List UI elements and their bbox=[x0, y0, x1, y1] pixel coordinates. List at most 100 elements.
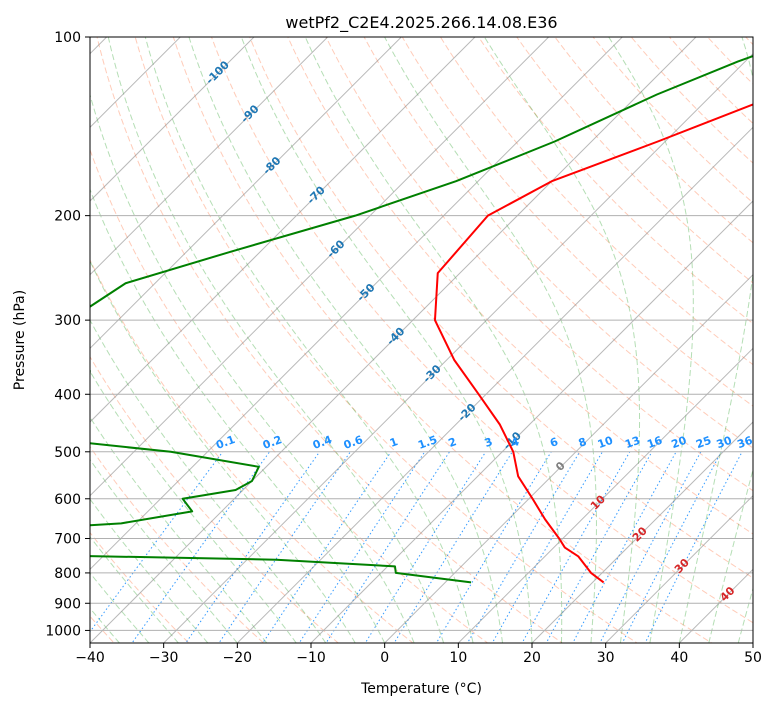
isotherm-line bbox=[310, 200, 753, 643]
line-labels: -100-90-80-70-60-50-40-30-20-10010203040… bbox=[203, 58, 754, 604]
isotherm-line bbox=[383, 273, 753, 643]
dry-adiabat-line bbox=[134, 37, 638, 643]
mixing-ratio-line bbox=[644, 451, 743, 643]
mixing-ratio-line bbox=[298, 451, 426, 643]
dry-adiabat-line bbox=[401, 37, 753, 407]
y-tick-label: 300 bbox=[54, 313, 81, 329]
mixing-ratio-label: 6 bbox=[548, 435, 560, 450]
y-axis-label: Pressure (hPa) bbox=[12, 290, 28, 390]
x-tick-label: 40 bbox=[670, 650, 688, 666]
x-tick-label: 30 bbox=[597, 650, 615, 666]
moist-adiabat-line bbox=[304, 37, 563, 643]
x-tick-label: 20 bbox=[523, 650, 541, 666]
mixing-ratio-line bbox=[325, 451, 450, 643]
dry-adiabat-line bbox=[477, 37, 753, 325]
moist-adiabat-line bbox=[90, 458, 238, 643]
y-tick-label: 500 bbox=[54, 445, 81, 461]
dry-adiabat-line bbox=[249, 37, 753, 579]
moist-adiabat-line bbox=[678, 37, 753, 643]
y-tick-label: 700 bbox=[54, 532, 81, 548]
isotherm-label: -20 bbox=[455, 401, 478, 424]
profile-lines bbox=[90, 55, 753, 584]
moist-adiabat-line bbox=[107, 37, 445, 643]
mixing-ratio-label: 3 bbox=[483, 435, 495, 450]
mixing-ratio-line bbox=[491, 451, 603, 643]
moist-adiabat-line bbox=[90, 572, 150, 643]
moist-adiabat-line bbox=[144, 37, 474, 643]
y-tick-label: 800 bbox=[54, 566, 81, 582]
chart-title: wetPf2_C2E4.2025.266.14.08.E36 bbox=[285, 13, 557, 33]
isotherm-line bbox=[752, 642, 753, 643]
moist-adiabat-line bbox=[90, 498, 209, 643]
mixing-ratio-label: 0.2 bbox=[261, 433, 284, 452]
background-lines bbox=[90, 24, 775, 655]
y-tick-label: 400 bbox=[54, 387, 81, 403]
isotherm-line bbox=[90, 37, 255, 202]
y-tick-label: 900 bbox=[54, 596, 81, 612]
mixing-ratio-label: 25 bbox=[694, 434, 713, 451]
dry-adiabat-line bbox=[210, 37, 753, 624]
isotherm-line bbox=[162, 52, 753, 643]
mixing-ratio-label: 30 bbox=[715, 434, 734, 452]
dry-adiabat-line bbox=[771, 24, 775, 655]
mixing-ratio-label: 4 bbox=[509, 435, 521, 450]
moist-adiabat-line bbox=[90, 370, 297, 643]
isotherm-line bbox=[90, 37, 476, 423]
mixing-ratio-line bbox=[545, 451, 653, 643]
dry-adiabat-line bbox=[554, 37, 753, 244]
dry-adiabat-line bbox=[90, 445, 265, 643]
mixing-ratio-label: 20 bbox=[670, 434, 689, 452]
axes: −40 −30 −20 −10 0 10 20 30 40 5010020030040050060… bbox=[45, 30, 762, 666]
y-tick-label: 1000 bbox=[45, 623, 81, 639]
dry-adiabat-line bbox=[90, 258, 414, 643]
mixing-ratio-label: 36 bbox=[735, 434, 754, 452]
dry-adiabat-line bbox=[96, 37, 564, 643]
mixing-ratio-label: 1 bbox=[388, 435, 400, 450]
temperature-line bbox=[433, 103, 753, 584]
moist-adiabat-line bbox=[608, 37, 694, 643]
x-tick-label: 50 bbox=[744, 650, 762, 666]
moist-adiabat-line bbox=[90, 259, 356, 643]
isotherm-line bbox=[531, 421, 753, 643]
moist-adiabat-line bbox=[384, 37, 597, 643]
mixing-ratio-label: 13 bbox=[623, 434, 642, 451]
isotherm-label: -40 bbox=[384, 325, 407, 348]
mixing-ratio-line bbox=[435, 451, 552, 643]
x-tick-label: −20 bbox=[223, 650, 253, 666]
mixing-ratio-label: 8 bbox=[577, 435, 589, 450]
x-axis-label: Temperature (°C) bbox=[360, 681, 482, 697]
x-tick-label: −10 bbox=[296, 650, 326, 666]
mixing-ratio-label: 2 bbox=[447, 435, 459, 450]
mixing-ratio-label: 0.1 bbox=[214, 433, 237, 452]
moist-adiabat-line bbox=[737, 586, 753, 643]
y-tick-label: 200 bbox=[54, 209, 81, 225]
dry-adiabat-line bbox=[439, 37, 753, 366]
x-tick-label: 10 bbox=[449, 650, 467, 666]
mixing-ratio-line bbox=[262, 451, 392, 643]
dry-adiabat-line bbox=[287, 37, 753, 535]
y-tick-label: 600 bbox=[54, 492, 81, 508]
y-tick-label: 100 bbox=[54, 30, 81, 46]
mixing-ratio-label: 0.6 bbox=[342, 433, 365, 452]
isotherm-line bbox=[90, 37, 624, 571]
dry-adiabat-line bbox=[745, 37, 753, 46]
x-tick-label: −40 bbox=[75, 650, 105, 666]
dry-adiabat-line bbox=[516, 37, 753, 284]
moist-adiabat-line bbox=[483, 37, 641, 643]
isotherm-line bbox=[90, 37, 403, 350]
dewpoint-line bbox=[90, 55, 753, 584]
isotherm-label: -90 bbox=[238, 102, 261, 125]
mixing-ratio-label: 0.4 bbox=[311, 433, 334, 452]
x-tick-label: −30 bbox=[149, 650, 179, 666]
dry-adiabat-line bbox=[630, 37, 753, 164]
isotherm-line bbox=[90, 37, 697, 643]
moist-adiabat-line bbox=[90, 535, 179, 643]
isotherm-line bbox=[604, 494, 753, 643]
isotherm-line bbox=[90, 37, 329, 276]
moist-adiabat-line bbox=[90, 416, 268, 643]
dry-adiabat-line bbox=[706, 37, 753, 85]
moist-adiabat-line bbox=[708, 467, 753, 643]
moist-adiabat-line bbox=[188, 37, 504, 643]
isotherm-line bbox=[236, 126, 753, 643]
